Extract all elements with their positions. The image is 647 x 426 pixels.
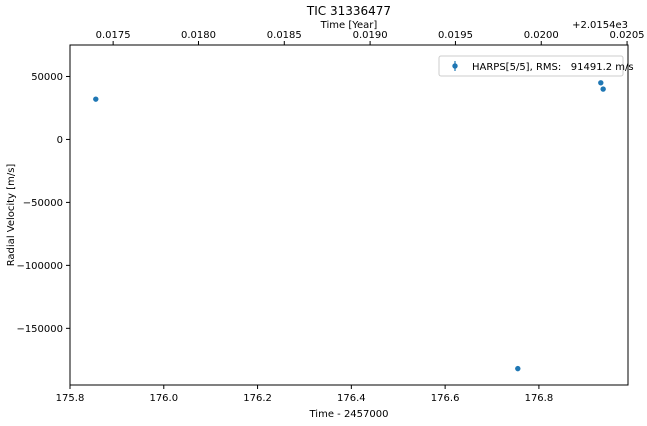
data-point xyxy=(93,96,99,102)
x-tick-label: 176.4 xyxy=(337,393,366,404)
y-tick-label: 50000 xyxy=(31,72,63,83)
legend: HARPS[5/5], RMS: 91491.2 m/s xyxy=(438,55,634,77)
top-tick-label: 0.0185 xyxy=(267,30,302,41)
legend-label: HARPS[5/5], RMS: 91491.2 m/s xyxy=(472,62,634,73)
y-tick-label: −150000 xyxy=(16,324,63,335)
axis-ticks: 175.8 176.0 176.2 176.4 176.6 176.8 50000 0 −500… xyxy=(16,30,644,404)
top-tick-label: 0.0200 xyxy=(524,30,559,41)
x-tick-label: 176.2 xyxy=(243,393,272,404)
top-tick-label: 0.0205 xyxy=(610,30,645,41)
legend-frame xyxy=(438,55,624,77)
chart-title: TIC 31336477 xyxy=(306,4,391,18)
data-point xyxy=(515,365,521,372)
data-point xyxy=(600,86,606,92)
y-tick-label: −50000 xyxy=(23,198,63,209)
plot-frame xyxy=(69,44,629,386)
top-tick-label: 0.0180 xyxy=(181,30,216,41)
top-axis-label: Time [Year] xyxy=(320,20,378,31)
x-axis-label: Time - 2457000 xyxy=(309,409,389,420)
y-tick-label: 0 xyxy=(57,135,63,146)
x-tick-label: 176.8 xyxy=(525,393,554,404)
y-axis-label: Radial Velocity [m/s] xyxy=(6,164,17,267)
data-points xyxy=(93,80,606,372)
top-axis-offset-label: +2.0154e3 xyxy=(572,20,628,31)
legend-marker xyxy=(452,63,458,69)
top-tick-label: 0.0190 xyxy=(353,30,388,41)
x-tick-label: 176.0 xyxy=(149,393,178,404)
data-point xyxy=(598,80,604,86)
x-tick-label: 176.6 xyxy=(431,393,460,404)
y-tick-label: −100000 xyxy=(16,261,63,272)
top-tick-label: 0.0195 xyxy=(438,30,473,41)
x-tick-label: 175.8 xyxy=(56,393,85,404)
top-tick-label: 0.0175 xyxy=(96,30,131,41)
